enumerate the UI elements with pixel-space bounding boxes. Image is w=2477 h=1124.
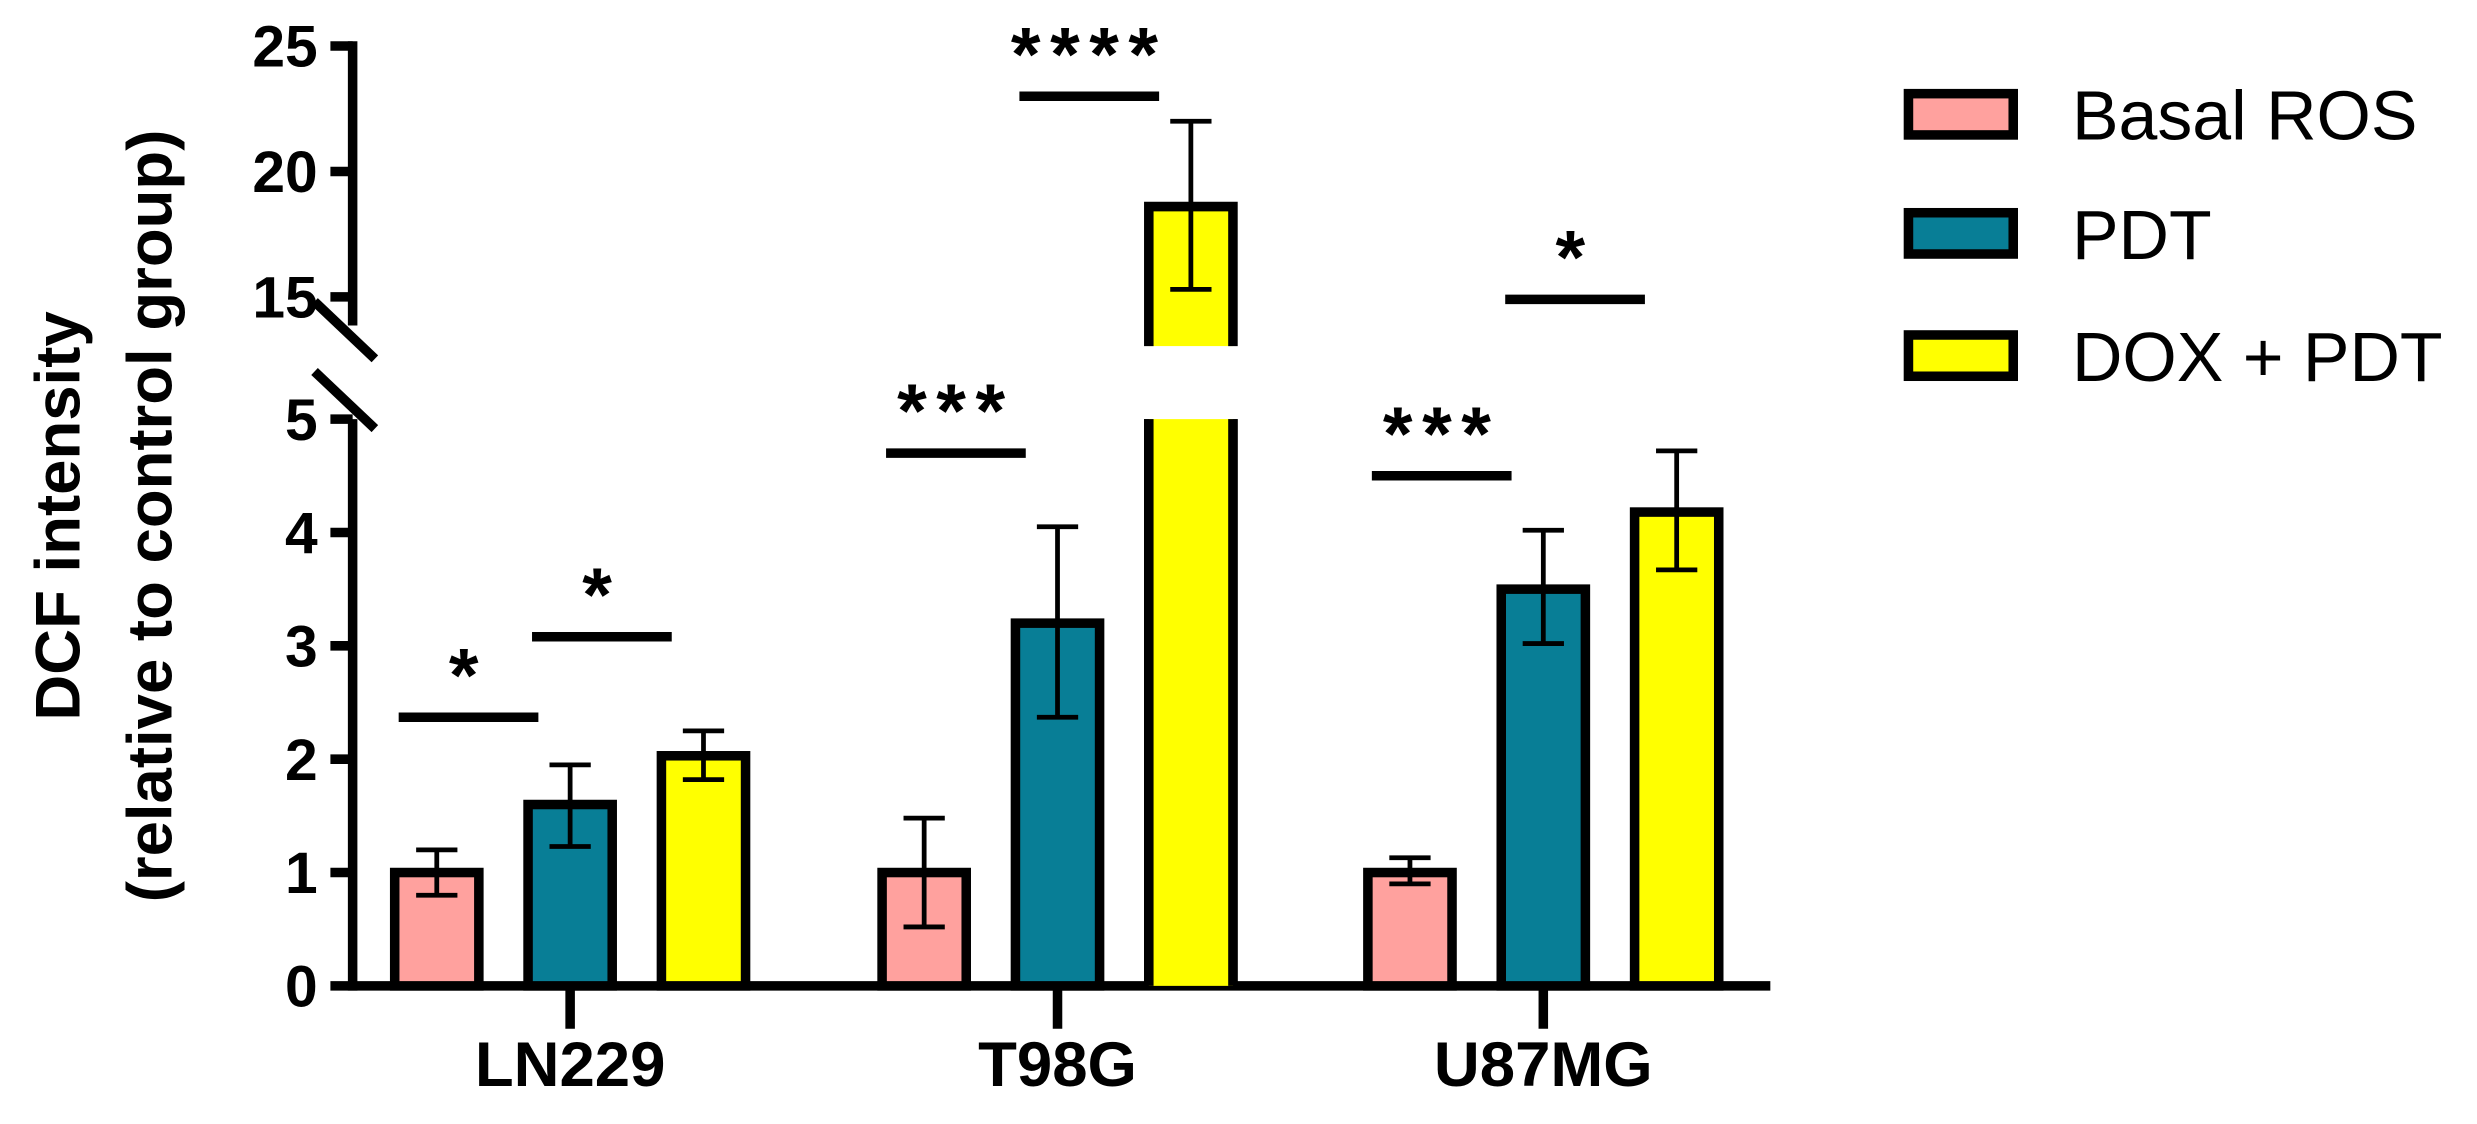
x-tick-label: LN229 <box>475 1030 666 1100</box>
bar-basal-ros <box>389 867 484 991</box>
y-axis-label-line2: (relative to control group) <box>116 130 186 903</box>
legend-swatch <box>1903 88 2018 140</box>
x-tick-label: U87MG <box>1434 1030 1653 1100</box>
bar-pdt <box>523 799 617 991</box>
axis-break-mark <box>311 298 379 363</box>
y-tick-label: 25 <box>252 15 317 80</box>
bar-dox-pdt-lower <box>1148 419 1233 986</box>
significance-label: * <box>449 633 488 718</box>
axis-break-mark <box>311 368 379 433</box>
y-tick-label: 1 <box>285 841 318 906</box>
y-tick-label: 3 <box>285 614 318 679</box>
bar-pdt <box>1496 584 1591 991</box>
legend-swatch <box>1903 330 2018 382</box>
y-tick-label: 20 <box>252 140 317 205</box>
y-tick-label: 4 <box>285 501 318 566</box>
significance-label: **** <box>1011 12 1168 97</box>
y-tick-label: 2 <box>285 728 318 793</box>
significance-label: * <box>1555 216 1594 301</box>
significance-label: *** <box>897 369 1015 454</box>
y-axis-label-line1: DCF intensity <box>24 311 94 720</box>
y-tick-label: 15 <box>252 266 317 331</box>
significance-label: * <box>582 553 621 638</box>
bar-basal-ros <box>1363 867 1457 991</box>
legend-label: DOX + PDT <box>2072 318 2443 396</box>
legend-label: Basal ROS <box>2072 77 2417 155</box>
y-axis-label: DCF intensity (relative to control group… <box>24 130 186 903</box>
significance-label: *** <box>1383 392 1501 477</box>
bar-dox-pdt <box>1629 507 1724 991</box>
x-tick-label: T98G <box>978 1030 1137 1100</box>
bar-dox-pdt <box>656 751 751 991</box>
legend-label: PDT <box>2072 196 2212 274</box>
y-tick-label: 0 <box>285 955 318 1020</box>
legend-swatch <box>1903 207 2018 259</box>
y-tick-label: 5 <box>285 388 318 453</box>
